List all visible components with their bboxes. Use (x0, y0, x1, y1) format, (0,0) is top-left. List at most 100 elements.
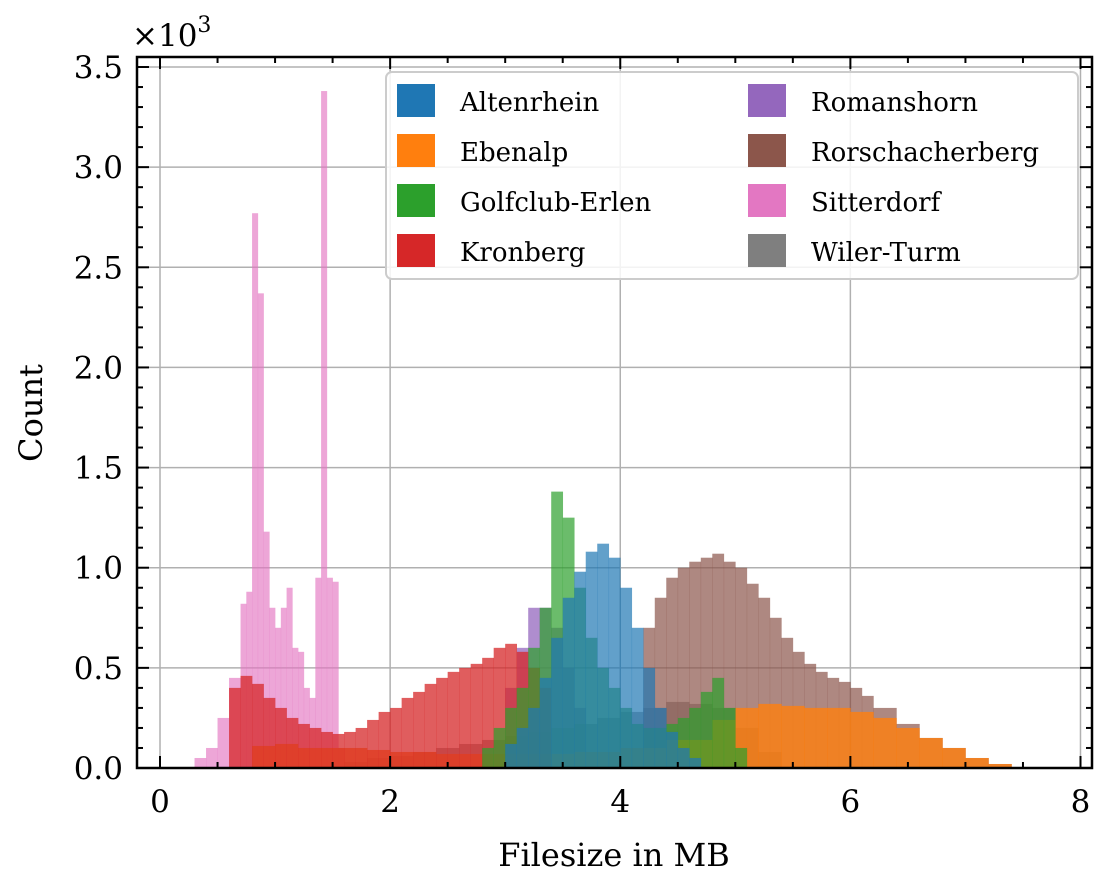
legend-label-kronberg: Kronberg (460, 238, 585, 268)
legend-swatch-sitterdorf (748, 184, 786, 217)
x-tick-label: 2 (380, 784, 400, 820)
bar-kronberg (505, 643, 517, 768)
bar-sitterdorf (252, 213, 259, 768)
bar-kronberg (401, 697, 414, 768)
bar-sitterdorf (263, 531, 270, 768)
bar-kronberg (286, 717, 299, 768)
bar-golfclub-erlen (689, 707, 702, 768)
legend-label-rorschacherberg: Rorschacherberg (811, 138, 1039, 168)
bar-altenrhein (505, 743, 517, 768)
bar-sitterdorf (315, 577, 322, 768)
bar-golfclub-erlen (505, 707, 517, 768)
bar-rorschacherberg (677, 567, 690, 768)
bar-sitterdorf (332, 581, 339, 768)
bar-altenrhein (620, 587, 633, 768)
plot-frame (135, 55, 1094, 770)
legend-swatch-altenrhein (397, 84, 435, 117)
bar-kronberg (459, 667, 471, 768)
y-tick-label: 1.5 (74, 451, 123, 487)
bar-golfclub-erlen (677, 717, 690, 768)
bar-sitterdorf (298, 651, 305, 768)
legend: Altenrhein Ebenalp Golfclub-Erlen Kronberg R… (385, 71, 1079, 280)
y-tick-labels: 0.0 0.5 1.0 1.5 2.0 2.5 3.0 3.5 (74, 50, 123, 787)
bar-kronberg (390, 707, 402, 768)
bar-golfclub-erlen (723, 707, 736, 768)
y-multiplier-base: ×10 (132, 18, 197, 54)
bar-sitterdorf (286, 587, 293, 768)
bar-ebenalp (758, 703, 782, 768)
y-multiplier-label: ×103 (132, 13, 211, 54)
bar-sitterdorf (269, 607, 276, 768)
x-tick-labels: 0 2 4 6 8 (150, 784, 1090, 820)
bar-altenrhein (689, 757, 702, 768)
bar-rorschacherberg (723, 561, 736, 768)
legend-label-golfclub-erlen: Golfclub-Erlen (460, 188, 652, 218)
bar-altenrhein (574, 571, 587, 768)
histogram-bars (194, 91, 1012, 768)
bar-sitterdorf (326, 577, 333, 768)
bar-kronberg (355, 727, 368, 768)
legend-swatch-romanshorn (748, 84, 786, 117)
bar-ebenalp (827, 707, 851, 768)
bar-kronberg (413, 691, 425, 768)
bar-altenrhein (666, 731, 679, 768)
bar-ebenalp (965, 757, 989, 768)
bar-kronberg (275, 707, 287, 768)
legend-label-wiler-turm: Wiler-Turm (811, 238, 961, 268)
bar-altenrhein (654, 707, 667, 768)
bar-sitterdorf (257, 293, 264, 768)
bar-golfclub-erlen (735, 747, 748, 768)
bar-altenrhein (677, 747, 690, 768)
bar-kronberg (424, 683, 437, 768)
x-axis-label: Filesize in MB (498, 836, 730, 874)
bar-kronberg (309, 727, 322, 768)
bar-golfclub-erlen (712, 677, 725, 768)
bar-kronberg (493, 647, 506, 768)
y-tick-label: 2.0 (74, 350, 123, 386)
bar-rorschacherberg (769, 617, 782, 768)
bar-ebenalp (988, 763, 1012, 768)
bar-sitterdorf (321, 91, 328, 768)
bar-golfclub-erlen (493, 727, 506, 768)
bar-kronberg (447, 671, 460, 768)
bar-kronberg (240, 675, 253, 768)
bar-kronberg (436, 677, 448, 768)
x-tick-label: 4 (610, 784, 630, 820)
y-tick-label: 3.5 (74, 50, 123, 86)
bar-rorschacherberg (781, 637, 794, 768)
legend-swatch-ebenalp (397, 134, 435, 167)
bar-ebenalp (896, 727, 920, 768)
y-tick-label: 2.5 (74, 250, 123, 286)
bar-altenrhein (528, 707, 541, 768)
bar-rorschacherberg (735, 567, 748, 768)
legend-swatch-golfclub-erlen (397, 184, 435, 217)
bar-altenrhein (643, 667, 656, 768)
bar-kronberg (332, 733, 345, 768)
bar-rorschacherberg (712, 553, 725, 768)
bar-ebenalp (873, 717, 897, 768)
bar-kronberg (482, 657, 494, 768)
bar-rorschacherberg (746, 583, 759, 768)
bar-ebenalp (850, 711, 874, 768)
bar-kronberg (321, 731, 333, 768)
x-tick-label: 6 (841, 784, 861, 820)
bar-kronberg (378, 711, 391, 768)
bar-golfclub-erlen (551, 491, 564, 768)
legend-swatch-rorschacherberg (748, 134, 786, 167)
bar-kronberg (470, 663, 483, 768)
legend-swatch-kronberg (397, 234, 435, 267)
axis-ticks (137, 57, 1092, 769)
bar-altenrhein (516, 727, 529, 768)
bar-sitterdorf (194, 757, 207, 768)
bar-kronberg (367, 719, 379, 768)
bar-rorschacherberg (654, 597, 667, 768)
y-axis-label: Count (12, 364, 50, 462)
bar-rorschacherberg (700, 557, 713, 768)
bar-rorschacherberg (758, 597, 771, 768)
legend-label-sitterdorf: Sitterdorf (811, 188, 943, 218)
bar-ebenalp (919, 737, 943, 768)
bar-ebenalp (781, 705, 805, 768)
bar-kronberg (229, 687, 241, 768)
x-tick-label: 0 (150, 784, 170, 820)
